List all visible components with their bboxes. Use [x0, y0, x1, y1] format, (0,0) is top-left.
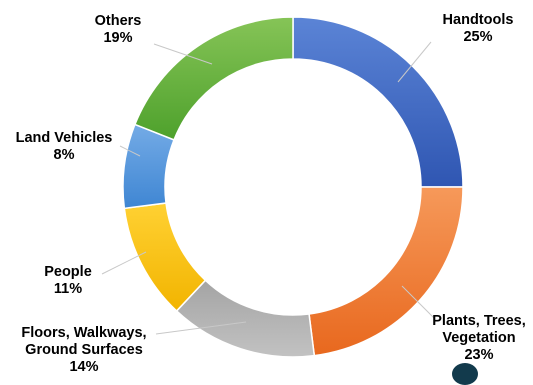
leader-line: [101, 251, 147, 275]
donut-chart: Handtools 25% Plants, Trees, Vegetation 23% F…: [16, 12, 526, 374]
donut-slice-plants-trees-vegetation: [308, 186, 464, 357]
leader-line: [155, 321, 247, 335]
slice-label: Others 19%: [95, 13, 142, 46]
leader-line: [153, 43, 213, 65]
slice-label: Handtools 25%: [443, 12, 514, 45]
leader-line: [397, 41, 432, 83]
leader-line: [119, 145, 141, 157]
slice-value-label: 11%: [54, 281, 82, 297]
slice-category-label: People: [44, 264, 92, 280]
slice-category-label: Handtools: [443, 12, 514, 28]
slice-label: Plants, Trees, Vegetation 23%: [432, 313, 526, 363]
slice-category-label: Floors, Walkways,: [21, 325, 146, 341]
slice-value-label: 23%: [464, 347, 493, 363]
donut-slice-others: [133, 16, 294, 141]
slice-value-label: 14%: [69, 359, 98, 374]
slice-category-label: Plants, Trees,: [432, 313, 526, 329]
leader-line: [401, 285, 435, 319]
donut-slice-handtools: [292, 16, 464, 188]
slice-label: People 11%: [44, 264, 92, 297]
slice-category-label: Others: [95, 13, 142, 29]
slice-value-label: 8%: [54, 147, 75, 163]
donut-slice-floors-walkways-ground-surfaces: [175, 279, 316, 358]
slice-category-label: Land Vehicles: [16, 130, 113, 146]
slice-label: Floors, Walkways, Ground Surfaces 14%: [21, 325, 146, 374]
corner-logo-fragment: [452, 363, 478, 385]
slice-value-label: 25%: [463, 29, 492, 45]
slice-category-label: Vegetation: [442, 330, 515, 346]
slice-value-label: 19%: [103, 30, 132, 46]
slice-category-label: Ground Surfaces: [25, 342, 143, 358]
slice-label: Land Vehicles 8%: [16, 130, 113, 163]
